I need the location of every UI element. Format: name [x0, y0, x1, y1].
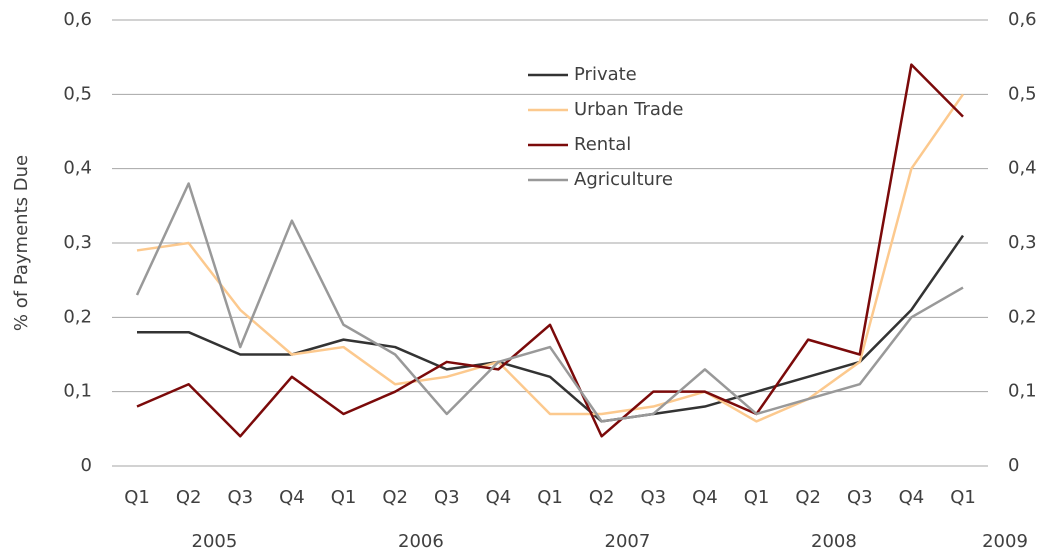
x-tick-label: Q1: [331, 487, 357, 508]
y-tick-label: 0,3: [63, 232, 92, 253]
y2-tick-label: 0,5: [1008, 83, 1037, 104]
series-line: [136, 63, 964, 438]
y-axis-label: % of Payments Due: [11, 155, 32, 331]
y2-tick-label: 0,2: [1008, 306, 1037, 327]
series-line: [135, 182, 964, 423]
x-tick-label: Q3: [847, 487, 873, 508]
y-tick-label: 0,2: [63, 306, 92, 327]
y-tick-label: 0,6: [63, 9, 92, 30]
x-tick-label: Q3: [227, 487, 253, 508]
series-line: [137, 234, 965, 423]
x-tick-label: Q2: [589, 487, 615, 508]
legend-label: Rental: [574, 134, 631, 155]
year-label: 2005: [192, 531, 238, 552]
year-label: 2006: [398, 531, 444, 552]
legend-label: Urban Trade: [574, 99, 683, 120]
x-tick-label: Q2: [795, 487, 821, 508]
y2-tick-label: 0,1: [1008, 381, 1037, 402]
x-tick-label: Q1: [124, 487, 150, 508]
y2-tick-label: 0: [1008, 455, 1019, 476]
y-tick-label: 0,4: [63, 158, 92, 179]
y2-tick-label: 0,4: [1008, 158, 1037, 179]
year-label: 2008: [811, 531, 857, 552]
x-tick-label: Q2: [382, 487, 408, 508]
x-tick-label: Q1: [950, 487, 976, 508]
year-label: 2009: [982, 531, 1028, 552]
x-tick-label: Q4: [899, 487, 925, 508]
x-tick-label: Q4: [692, 487, 718, 508]
legend-label: Private: [574, 64, 637, 85]
y-tick-label: 0: [81, 455, 92, 476]
x-tick-label: Q4: [486, 487, 512, 508]
x-tick-label: Q2: [176, 487, 202, 508]
y-tick-label: 0,5: [63, 83, 92, 104]
x-tick-label: Q3: [434, 487, 460, 508]
x-tick-label: Q1: [744, 487, 770, 508]
series-line: [136, 93, 965, 423]
x-tick-label: Q3: [640, 487, 666, 508]
y-tick-label: 0,1: [63, 381, 92, 402]
x-tick-label: Q4: [279, 487, 305, 508]
legend-label: Agriculture: [574, 169, 673, 190]
y2-tick-label: 0,6: [1008, 9, 1037, 30]
year-label: 2007: [605, 531, 651, 552]
x-tick-label: Q1: [537, 487, 563, 508]
y2-tick-label: 0,3: [1008, 232, 1037, 253]
